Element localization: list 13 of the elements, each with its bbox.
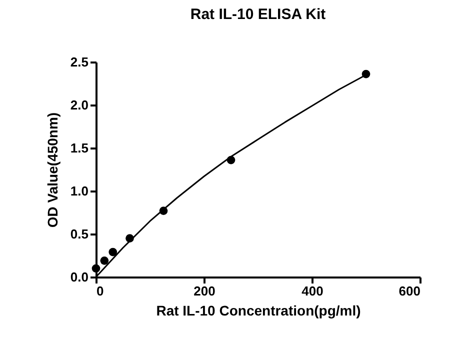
x-tick-label: 200 <box>194 284 216 298</box>
y-tick-label: 1.5 <box>70 140 88 156</box>
x-tick-label: 400 <box>302 284 324 298</box>
y-tick-label: 0.0 <box>70 270 88 284</box>
x-tick-label: 600 <box>398 284 420 298</box>
y-tick-label: 1.0 <box>70 184 88 198</box>
chart-title: Rat IL-10 ELISA Kit <box>190 6 326 23</box>
y-tick-label: 2.0 <box>70 98 88 112</box>
y-tick-label: 2.5 <box>70 54 88 70</box>
x-tick-label: 0 <box>96 284 104 298</box>
y-tick-label: 0.5 <box>70 226 88 242</box>
x-axis-title: Rat IL-10 Concentration(pg/ml) <box>156 302 361 318</box>
y-axis-title: OD Value(450nm) <box>44 112 60 228</box>
